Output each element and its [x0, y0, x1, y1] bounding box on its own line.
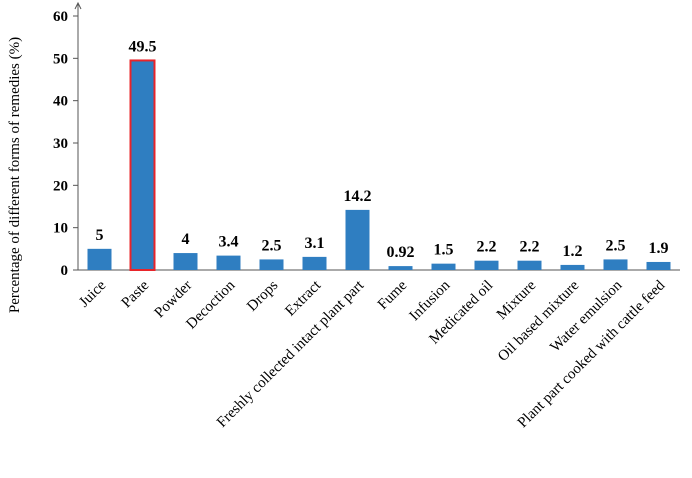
y-tick-label: 10: [53, 221, 68, 237]
data-label: 2.2: [520, 239, 540, 256]
data-label: 2.2: [477, 239, 497, 256]
category-label: Extract: [282, 277, 325, 320]
data-label: 5: [96, 227, 104, 244]
bar-paste: [129, 59, 156, 272]
data-label: 2.5: [606, 237, 626, 254]
bar-water-emulsion: [603, 259, 628, 270]
y-tick-label: 20: [53, 178, 68, 194]
data-label: 4: [182, 231, 190, 248]
axes: [74, 1, 680, 271]
bar-fume: [388, 266, 413, 270]
y-tick-label: 60: [53, 9, 68, 25]
data-labels: 5 49.5 4 3.4 2.5 3.1 14.2 0.92 1.5 2.2 2.2 1.2 2.5 1.…: [96, 38, 669, 261]
data-label: 49.5: [129, 38, 157, 55]
category-label: Fume: [375, 277, 411, 313]
bar-juice: [87, 248, 112, 270]
bar-mixture: [517, 260, 542, 270]
bar-freshly-collected-intact-plant-part: [345, 209, 370, 270]
y-tick-label: 0: [61, 263, 69, 279]
data-label: 1.2: [563, 243, 583, 260]
data-label: 0.92: [387, 244, 415, 261]
y-axis-arrow: [74, 1, 82, 10]
data-label: 3.1: [305, 235, 325, 252]
category-label: Drops: [244, 277, 281, 314]
data-label: 1.9: [649, 240, 669, 257]
category-label: Juice: [76, 277, 109, 310]
y-axis-title: Percentage of different forms of remedie…: [7, 37, 23, 313]
bar-plant-part-cooked-with-cattle-feed: [646, 261, 671, 270]
bar-infusion: [431, 263, 456, 270]
data-label: 14.2: [344, 188, 372, 205]
bar-drops: [259, 259, 284, 270]
category-label: Paste: [119, 277, 153, 311]
y-ticks: 0 10 20 30 40 50 60: [53, 9, 78, 279]
y-tick-label: 30: [53, 136, 68, 152]
bar-oil-based-mixture: [560, 264, 585, 270]
data-label: 3.4: [219, 234, 239, 251]
bar-decoction: [216, 255, 241, 270]
bar-extract: [302, 256, 327, 270]
bar-medicated-oil: [474, 260, 499, 270]
bars: [87, 59, 671, 272]
y-axis-title-group: Percentage of different forms of remedie…: [7, 37, 23, 313]
y-tick-label: 40: [53, 94, 68, 110]
bar-powder: [173, 253, 198, 270]
data-label: 2.5: [262, 237, 282, 254]
data-label: 1.5: [434, 242, 454, 259]
y-tick-label: 50: [53, 51, 68, 67]
